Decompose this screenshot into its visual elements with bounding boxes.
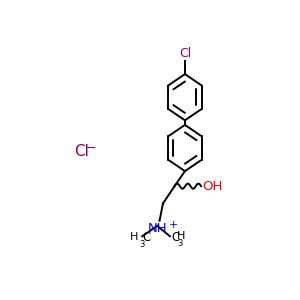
Text: NH: NH — [147, 222, 167, 235]
Text: H: H — [177, 231, 186, 241]
Text: H: H — [130, 232, 139, 242]
Text: OH: OH — [202, 180, 223, 193]
Text: 3: 3 — [177, 239, 183, 248]
Text: +: + — [168, 220, 178, 230]
Text: −: − — [85, 142, 96, 154]
Text: C: C — [142, 231, 150, 244]
Text: 3: 3 — [140, 240, 145, 249]
Text: Cl: Cl — [179, 47, 191, 60]
Text: C: C — [171, 231, 179, 244]
Text: Cl: Cl — [74, 144, 89, 159]
